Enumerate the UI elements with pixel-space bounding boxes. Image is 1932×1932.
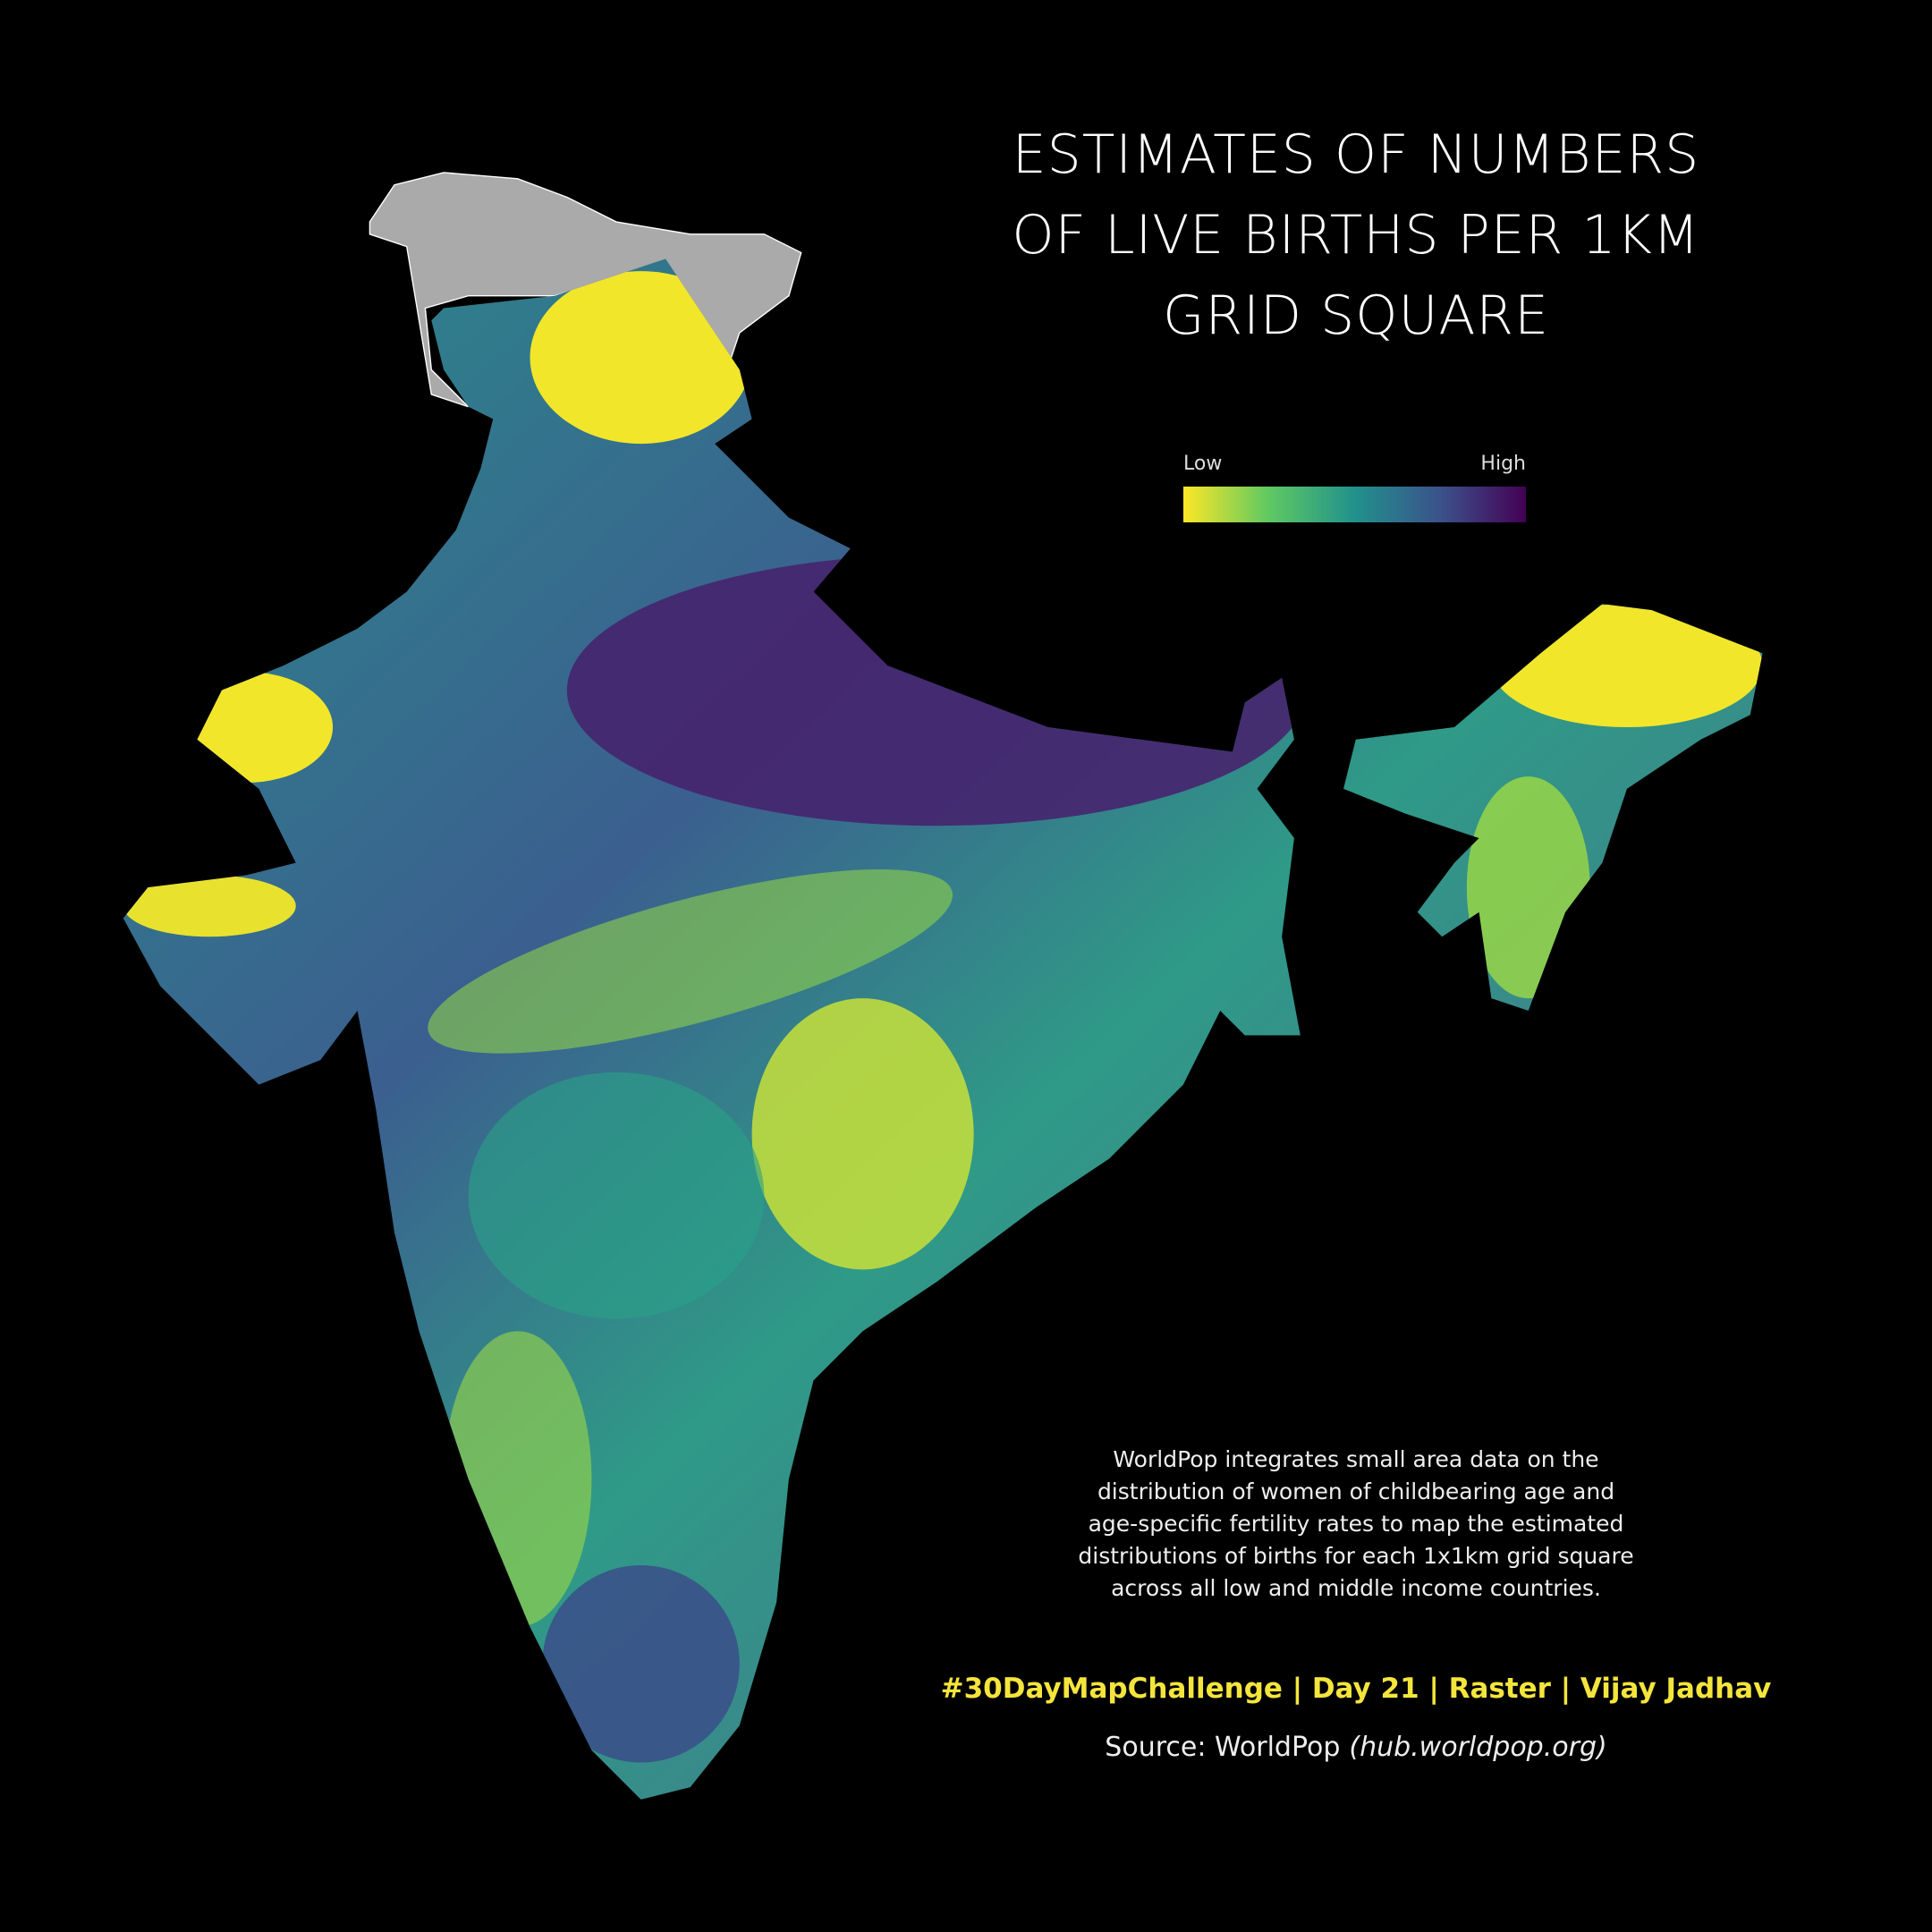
- description-line: distribution of women of childbearing ag…: [1097, 1479, 1615, 1504]
- source: Source: WorldPop (hub.worldpop.org): [909, 1732, 1803, 1763]
- source-link: (hub.worldpop.org): [1349, 1732, 1607, 1763]
- source-text: Source: WorldPop: [1105, 1732, 1341, 1763]
- legend-low: Low: [1183, 453, 1223, 475]
- legend-high: High: [1480, 453, 1526, 475]
- description-line: distributions of births for each 1x1km g…: [1078, 1543, 1634, 1569]
- title: ESTIMATES OF NUMBERS OF LIVE BIRTHS PER …: [909, 114, 1803, 356]
- description-line: age-specific fertility rates to map the …: [1088, 1511, 1624, 1537]
- title-line: ESTIMATES OF NUMBERS: [1012, 123, 1700, 186]
- credit: #30DayMapChallenge | Day 21 | Raster | V…: [940, 1673, 1772, 1705]
- description-line: WorldPop integrates small area data on t…: [1113, 1446, 1599, 1472]
- title-line: GRID SQUARE: [1162, 284, 1550, 347]
- legend-bar: [1183, 487, 1526, 522]
- description-line: across all low and middle income countri…: [1111, 1575, 1601, 1601]
- description: WorldPop integrates small area data on t…: [953, 1444, 1758, 1605]
- title-line: OF LIVE BIRTHS PER 1KM: [1012, 204, 1700, 267]
